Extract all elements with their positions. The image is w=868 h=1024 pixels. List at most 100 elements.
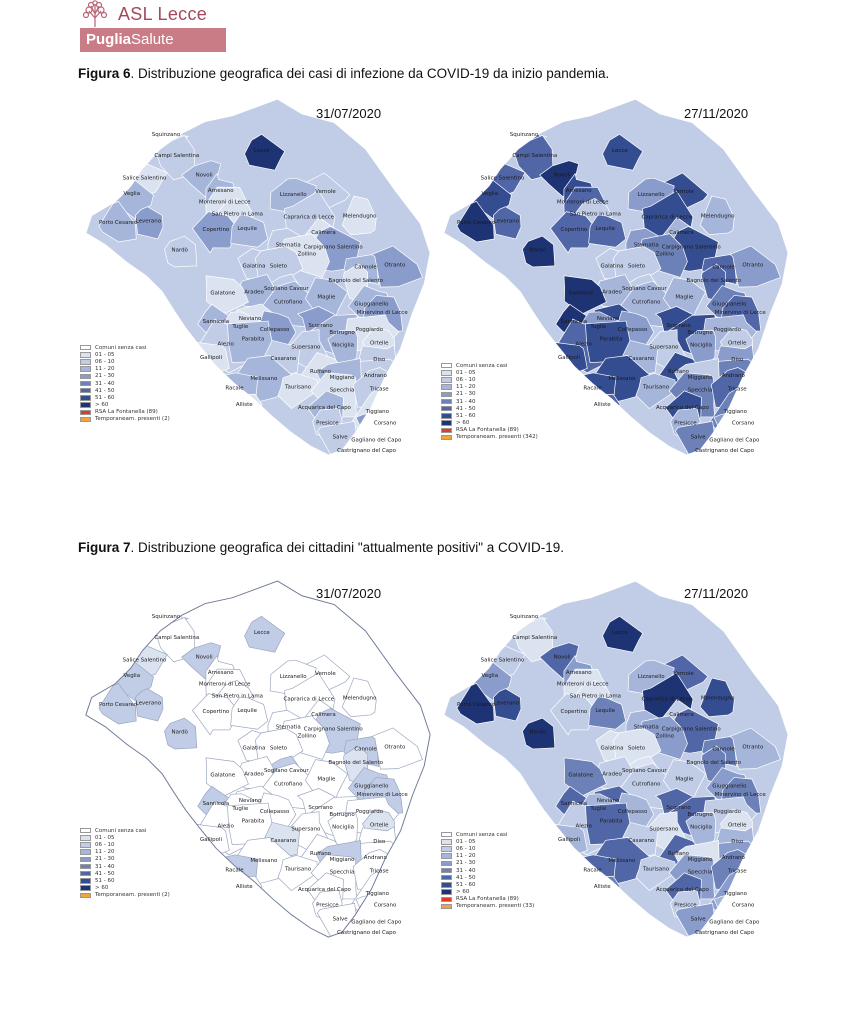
place-label: Maglie (317, 777, 336, 783)
place-label: Leverano (494, 700, 520, 706)
legend-entry: Comuni senza casi (80, 827, 170, 834)
map-figure-7-27-11-2020: Squinzano Lecce Campi Salentina Novoli Salic… (436, 572, 792, 952)
asl-lecce-logo: ASL Lecce PugliaSalute (80, 0, 226, 52)
place-label: Alliste (594, 884, 611, 890)
legend-swatch (80, 842, 91, 848)
legend-entry: 21 - 30 (441, 391, 538, 398)
place-label: Alezio (575, 824, 592, 830)
place-label: Otranto (742, 744, 764, 750)
place-label: Leverano (136, 700, 162, 706)
legend-swatch (441, 903, 452, 910)
place-label: Monteroni di Lecce (199, 682, 251, 688)
legend-entry: 31 - 40 (80, 863, 170, 870)
legend-label: Temporaneam. presenti (33) (456, 903, 535, 910)
place-label: Cannole (712, 746, 735, 752)
legend-swatch (80, 380, 91, 387)
place-label: Ruffano (668, 851, 690, 857)
municipality-area (277, 854, 319, 892)
place-label: Collepasso (260, 327, 290, 333)
place-label: Diso (731, 357, 744, 363)
legend-swatch (441, 853, 452, 859)
legend-swatch (441, 860, 452, 867)
legend-label: Temporaneam. presenti (342) (456, 434, 538, 441)
place-label: Casarano (270, 356, 296, 362)
municipality-area (98, 200, 137, 243)
choropleth-map-svg: Squinzano Lecce Campi Salentina Novoli Salic… (85, 98, 431, 456)
place-label: Presicce (316, 421, 339, 427)
place-label: Ortelle (370, 823, 389, 829)
place-label: Aradeo (602, 772, 622, 778)
place-label: Specchia (330, 869, 355, 875)
place-label: Veglia (482, 191, 499, 197)
place-label: Specchia (688, 869, 713, 875)
place-label: Carpignano Salentino (662, 727, 722, 733)
municipality-area (456, 200, 495, 243)
municipality-area (371, 245, 423, 288)
place-label: Neviano (239, 798, 262, 804)
municipality-area (244, 615, 286, 653)
place-label: Veglia (124, 673, 141, 679)
figure-7-right-date: 27/11/2020 (684, 586, 749, 601)
legend-label: 11 - 20 (95, 366, 115, 373)
place-label: Caprarica di Lecce (642, 696, 693, 702)
place-label: Giuggianello (712, 783, 747, 789)
place-label: Squinzano (510, 614, 539, 620)
legend-swatch (441, 874, 452, 881)
municipality-area (341, 195, 377, 236)
logo-name: ASL Lecce (118, 3, 208, 24)
place-label: Monteroni di Lecce (199, 200, 251, 206)
place-label: Ruffano (310, 851, 332, 857)
place-label: Castrignano del Capo (337, 930, 397, 936)
municipality-area (729, 245, 781, 288)
place-label: Galatone (210, 773, 235, 779)
legend-entry: Comuni senza casi (441, 362, 538, 369)
municipality-area (522, 717, 556, 750)
place-label: Miggiano (688, 375, 714, 381)
legend-entry: 31 - 40 (441, 398, 538, 405)
legend-figure-6-right: Comuni senza casi 01 - 05 06 - 10 11 - 20 21… (441, 362, 538, 441)
legend-entry: 11 - 20 (80, 366, 170, 373)
municipality-area (135, 206, 164, 240)
place-label: Supersano (291, 344, 321, 350)
legend-entry: 11 - 20 (441, 853, 534, 860)
place-label: Copertino (561, 709, 588, 715)
legend-label: > 60 (95, 402, 109, 409)
legend-label: 01 - 05 (456, 838, 476, 845)
legend-entry: 01 - 05 (441, 369, 538, 376)
place-label: Diso (373, 357, 386, 363)
legend-swatch (441, 413, 452, 419)
place-label: Alezio (217, 824, 234, 830)
place-label: San Pietro in Lama (212, 211, 263, 217)
province-outline (443, 98, 789, 456)
place-label: Poggiardo (714, 809, 742, 815)
place-label: Castrignano del Capo (695, 448, 755, 454)
legend-swatch (80, 352, 91, 358)
place-label: Sannicola (203, 801, 230, 807)
municipality-area (277, 372, 319, 410)
municipality-area (602, 615, 644, 653)
place-label: Salice Salentino (481, 175, 525, 181)
place-label: Caprarica di Lecce (284, 696, 335, 702)
place-label: Zollino (298, 252, 317, 258)
province-outline (85, 580, 431, 938)
legend-entry: 11 - 20 (80, 849, 170, 856)
place-label: Galatina (601, 745, 624, 751)
place-label: Acquarica del Capo (298, 405, 352, 411)
legend-entry: 51 - 60 (80, 394, 170, 401)
legend-swatch (80, 870, 91, 877)
place-label: Andrano (364, 373, 388, 379)
place-label: Gallipoli (558, 837, 580, 843)
place-label: Acquarica del Capo (298, 887, 352, 893)
legend-label: 41 - 50 (456, 405, 476, 412)
place-label: Melissano (250, 376, 278, 382)
place-label: Gallipoli (558, 355, 580, 361)
legend-label: > 60 (456, 420, 470, 427)
place-label: Gagliano del Capo (709, 437, 760, 443)
place-label: Caprarica di Lecce (284, 214, 335, 220)
legend-swatch (441, 867, 452, 874)
legend-label: Temporaneam. presenti (2) (95, 892, 170, 899)
place-label: Salve (333, 916, 349, 922)
place-label: Maglie (317, 295, 336, 301)
legend-entry: 41 - 50 (80, 387, 170, 394)
place-label: Calimera (669, 230, 694, 236)
